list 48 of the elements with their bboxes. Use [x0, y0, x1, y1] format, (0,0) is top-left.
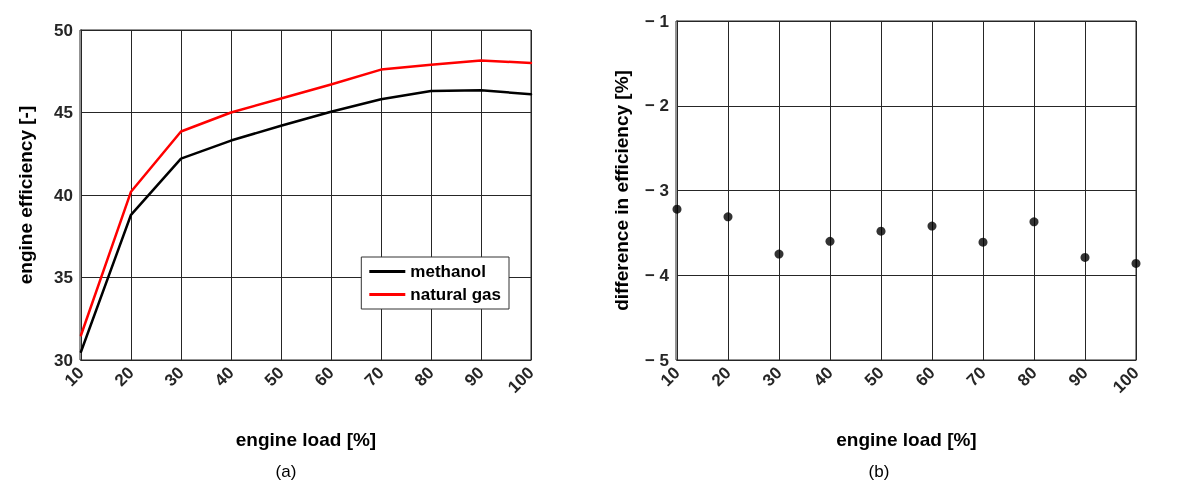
x-tick-label: 50 [260, 363, 288, 391]
legend-label: methanol [410, 262, 486, 281]
x-tick-label: 70 [962, 363, 990, 391]
y-tick-label: − 5 [644, 350, 669, 370]
y-tick-label: 30 [54, 350, 73, 370]
x-tick-label: 100 [1109, 363, 1143, 397]
y-tick-label: − 3 [644, 181, 669, 200]
x-axis-title: engine load [%] [235, 429, 377, 450]
point [672, 204, 682, 214]
text: (b) [868, 462, 890, 481]
point [774, 249, 784, 259]
point [1131, 258, 1141, 268]
x-tick-label: 90 [460, 363, 488, 391]
y-tick-label: 40 [54, 185, 73, 205]
point [723, 212, 733, 222]
text: (a) [275, 462, 297, 481]
x-tick-label: 40 [210, 363, 238, 391]
y-tick-label: 45 [54, 103, 73, 122]
y-axis-title: difference in efficiency [%] [611, 70, 632, 311]
y-axis-title: engine efficiency [-] [15, 105, 36, 285]
legend-label: natural gas [410, 285, 502, 304]
line-series [79, 59, 533, 337]
point [876, 226, 886, 236]
x-tick-label: 80 [410, 363, 438, 391]
x-tick-label: 60 [911, 363, 939, 391]
x-tick-label: 20 [707, 363, 735, 391]
y-tick-label: 35 [54, 268, 73, 287]
x-tick-label: 70 [360, 363, 388, 391]
line-series [79, 88, 533, 353]
point [978, 237, 988, 247]
x-tick-label: 50 [860, 363, 888, 391]
x-tick-label: 60 [310, 363, 338, 391]
x-tick-label: 20 [110, 363, 138, 391]
x-tick-label: 100 [504, 363, 538, 397]
y-tick-label: − 1 [644, 11, 669, 31]
point [1029, 217, 1039, 227]
y-tick-label: − 4 [644, 265, 670, 285]
y-tick-label: − 2 [644, 96, 669, 116]
x-axis-title: engine load [%] [836, 429, 977, 450]
point [1080, 252, 1090, 262]
point [825, 236, 835, 246]
y-tick-label: 50 [54, 20, 73, 40]
x-tick-label: 30 [758, 363, 786, 391]
x-tick-label: 90 [1064, 363, 1092, 391]
x-tick-label: 40 [809, 363, 837, 391]
point [927, 221, 937, 231]
x-tick-label: 30 [160, 363, 188, 391]
x-tick-label: 80 [1013, 363, 1041, 391]
